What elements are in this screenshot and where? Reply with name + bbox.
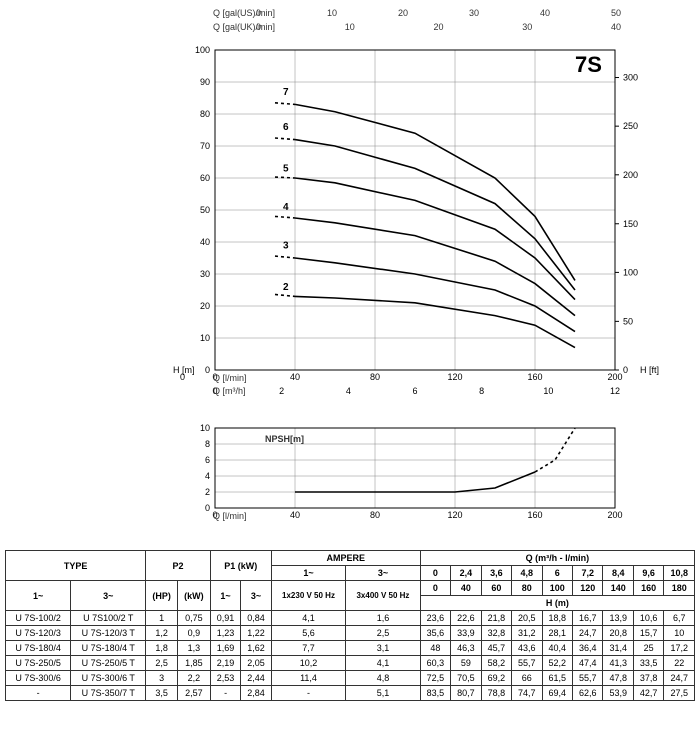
svg-text:12: 12 xyxy=(610,386,620,396)
svg-text:7S: 7S xyxy=(575,52,602,77)
table-row: U 7S-100/2U 7S100/2 T10,750,910,844,11,6… xyxy=(6,611,695,626)
svg-text:80: 80 xyxy=(200,109,210,119)
svg-text:6: 6 xyxy=(283,122,289,133)
svg-text:200: 200 xyxy=(607,510,622,520)
svg-text:8: 8 xyxy=(479,386,484,396)
svg-text:0: 0 xyxy=(205,365,210,375)
svg-text:60: 60 xyxy=(200,173,210,183)
svg-text:8: 8 xyxy=(205,439,210,449)
svg-text:2: 2 xyxy=(283,282,289,293)
pump-data-table: TYPEP2P1 (kW)AMPEREQ (m³/h - l/min)1~3~0… xyxy=(5,550,695,701)
svg-text:4: 4 xyxy=(346,386,351,396)
x-axis-m3h: Q [m³/h] xyxy=(213,386,246,396)
svg-text:20: 20 xyxy=(200,301,210,311)
page-root: 0408012016020001020304050607080901002345… xyxy=(0,0,700,740)
table-row: -U 7S-350/7 T3,52,57-2,84-5,183,580,778,… xyxy=(6,686,695,701)
svg-text:200: 200 xyxy=(607,372,622,382)
svg-text:5: 5 xyxy=(283,164,289,175)
svg-text:200: 200 xyxy=(623,170,638,180)
table-row: U 7S-250/5U 7S-250/5 T2,51,852,192,0510,… xyxy=(6,656,695,671)
svg-text:3: 3 xyxy=(283,240,289,251)
svg-text:H [ft]: H [ft] xyxy=(640,365,659,375)
svg-text:6: 6 xyxy=(412,386,417,396)
svg-text:160: 160 xyxy=(527,510,542,520)
svg-text:50: 50 xyxy=(200,205,210,215)
svg-text:80: 80 xyxy=(370,510,380,520)
svg-text:70: 70 xyxy=(200,141,210,151)
svg-text:100: 100 xyxy=(623,267,638,277)
svg-text:7: 7 xyxy=(283,87,289,98)
svg-text:4: 4 xyxy=(283,202,289,213)
svg-text:0: 0 xyxy=(623,365,628,375)
svg-text:80: 80 xyxy=(370,372,380,382)
x-axis-lmin: Q [l/min] xyxy=(213,373,247,383)
svg-text:160: 160 xyxy=(527,372,542,382)
svg-text:120: 120 xyxy=(447,510,462,520)
svg-text:50: 50 xyxy=(623,316,633,326)
svg-text:4: 4 xyxy=(205,471,210,481)
svg-text:120: 120 xyxy=(447,372,462,382)
svg-text:30: 30 xyxy=(200,269,210,279)
svg-text:10: 10 xyxy=(200,333,210,343)
svg-text:40: 40 xyxy=(200,237,210,247)
svg-text:0: 0 xyxy=(205,503,210,513)
svg-text:10: 10 xyxy=(543,386,553,396)
svg-text:10: 10 xyxy=(200,423,210,433)
svg-text:0: 0 xyxy=(180,372,185,382)
table-row: U 7S-180/4U 7S-180/4 T1,81,31,691,627,73… xyxy=(6,641,695,656)
svg-text:250: 250 xyxy=(623,121,638,131)
svg-text:6: 6 xyxy=(205,455,210,465)
table-row: U 7S-120/3U 7S-120/3 T1,20,91,231,225,62… xyxy=(6,626,695,641)
svg-text:150: 150 xyxy=(623,219,638,229)
svg-text:2: 2 xyxy=(205,487,210,497)
svg-text:40: 40 xyxy=(290,372,300,382)
table-row: U 7S-300/6U 7S-300/6 T32,22,532,4411,44,… xyxy=(6,671,695,686)
svg-text:100: 100 xyxy=(195,45,210,55)
svg-text:40: 40 xyxy=(290,510,300,520)
svg-text:90: 90 xyxy=(200,77,210,87)
svg-text:300: 300 xyxy=(623,73,638,83)
svg-text:2: 2 xyxy=(279,386,284,396)
